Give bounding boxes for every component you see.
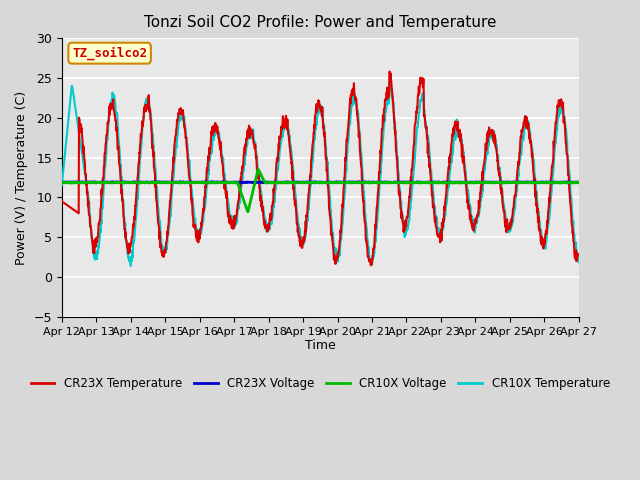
X-axis label: Time: Time bbox=[305, 339, 336, 352]
Title: Tonzi Soil CO2 Profile: Power and Temperature: Tonzi Soil CO2 Profile: Power and Temper… bbox=[144, 15, 497, 30]
Y-axis label: Power (V) / Temperature (C): Power (V) / Temperature (C) bbox=[15, 90, 28, 264]
Legend: CR23X Temperature, CR23X Voltage, CR10X Voltage, CR10X Temperature: CR23X Temperature, CR23X Voltage, CR10X … bbox=[26, 372, 614, 395]
Text: TZ_soilco2: TZ_soilco2 bbox=[72, 47, 147, 60]
